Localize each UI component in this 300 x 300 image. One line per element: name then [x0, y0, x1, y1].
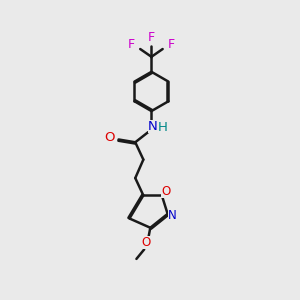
Text: O: O	[141, 236, 150, 249]
Text: H: H	[158, 121, 168, 134]
Text: F: F	[148, 31, 155, 44]
Text: F: F	[128, 38, 135, 51]
Text: O: O	[161, 185, 170, 198]
Text: F: F	[167, 38, 175, 51]
Text: N: N	[148, 120, 158, 133]
Text: O: O	[105, 131, 115, 144]
Text: N: N	[168, 208, 177, 221]
